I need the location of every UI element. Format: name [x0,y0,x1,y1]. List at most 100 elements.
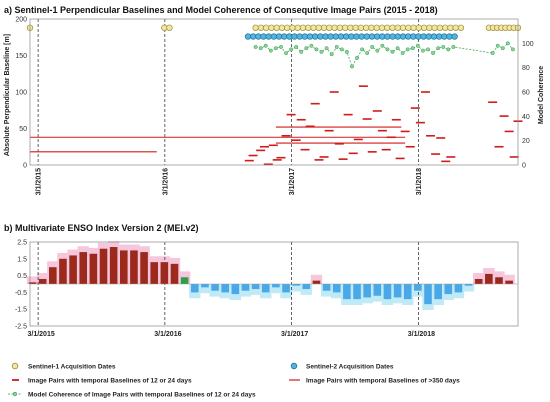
s2-date-marker [451,33,458,40]
enso-band [26,276,39,284]
coherence-point [446,47,451,52]
coherence-point [334,45,339,49]
legend-item-s1: Sentinel-1 Acquisition Dates [11,362,116,371]
enso-bar [424,284,432,305]
s2-date-marker [322,33,329,40]
s1-date-marker [442,24,449,31]
coherence-point [390,49,395,54]
enso-bar [302,284,311,290]
coherence-point [273,46,278,51]
legend-short-label: Image Pairs with temporal Baselines of 1… [28,378,192,385]
s1-date-marker [284,24,291,31]
enso-bar [403,284,412,300]
legend-item-short: Image Pairs with temporal Baselines of 1… [12,378,192,385]
enso-bar [414,284,422,291]
short-pairs [244,85,523,166]
s2-date-marker [446,33,453,40]
s2-date-marker [255,33,262,40]
s2-date-marker [348,33,355,40]
panel-b-date-label: 3/1/2016 [154,331,181,338]
s1-date-marker [347,24,354,31]
legend-item-coh: Model Coherence of Image Pairs with temp… [8,392,256,399]
coherence-point [385,47,390,52]
s2-date-marker [425,33,432,40]
enso-bar [170,263,179,284]
s1-date-marker [457,24,465,31]
enso-bar [130,250,138,284]
coherence-point [490,51,495,56]
coherence-point [314,47,319,52]
panel-a-ytick: 150 [15,53,27,60]
s1-date-marker [452,24,459,31]
enso-bar [393,284,402,298]
s2-date-marker [363,33,370,40]
coherence-point [329,52,334,57]
enso-bar [119,250,128,284]
enso-band [290,284,302,292]
enso-bar [353,284,361,300]
enso-band [36,273,49,284]
enso-band [300,284,313,295]
panel-b-ytick: -1.5 [15,307,27,314]
s2-date-marker [306,33,314,40]
s1-date-marker [363,24,370,31]
panel-a-y2tick: 60 [522,90,530,97]
s2-dates [244,33,458,40]
s2-date-marker [270,33,277,40]
panel-b-axes [29,241,519,327]
coherence-point [279,45,283,49]
enso-band [503,274,515,284]
enso-bar [464,284,473,286]
coherence-point [258,46,263,51]
s2-date-marker [373,33,381,40]
s1-date-marker [420,24,428,31]
enso-bar [282,284,290,293]
enso-bar [505,280,513,284]
s1-dates [26,24,522,31]
s2-date-marker [343,33,350,40]
coherence-line [255,42,514,68]
s1-date-marker [268,24,275,31]
panel-a-date-label: 3/1/2017 [289,168,296,195]
enso-bars [28,247,513,305]
enso-bar [444,284,453,295]
coherence-point [294,45,299,49]
s2-date-marker [296,33,303,40]
s2-date-marker [281,33,288,40]
s1-date-marker [252,24,259,31]
coherence-point [415,43,420,48]
s1-date-marker [368,24,375,31]
legend-item-s2: Sentinel-2 Acquisition Dates [290,362,394,371]
enso-band [199,284,211,294]
panel-b-ytick: 2.5 [17,240,27,247]
enso-bar [211,284,219,291]
s2-date-marker [389,33,396,40]
coherence-point [441,45,446,49]
s2-date-marker [291,33,298,40]
s2-date-marker [250,33,257,40]
s1-date-marker [447,24,454,31]
coherence-point [420,48,425,53]
s1-date-marker [378,24,386,31]
coherence-point [339,47,344,52]
coherence-point [355,55,359,60]
legend-long-label: Image Pairs with temporal Baselines of >… [306,378,460,385]
coherence-point [436,46,441,51]
enso-bar [221,284,230,293]
enso-bar [495,277,503,284]
panel-b-ytick: -0.5 [15,290,27,297]
s2-date-marker [441,33,448,40]
coherence-point [324,46,329,51]
coherence-series [253,41,515,69]
s1-date-marker [257,24,265,31]
legend: Sentinel-1 Acquisition Dates Sentinel-2 … [8,362,460,399]
enso-bar [180,277,189,284]
s1-date-marker [352,24,359,31]
coherence-point [451,45,456,49]
enso-bar [190,284,199,293]
enso-bar [140,252,148,284]
coherence-point [268,48,273,53]
enso-bar [261,284,270,293]
coherence-point [400,51,405,56]
